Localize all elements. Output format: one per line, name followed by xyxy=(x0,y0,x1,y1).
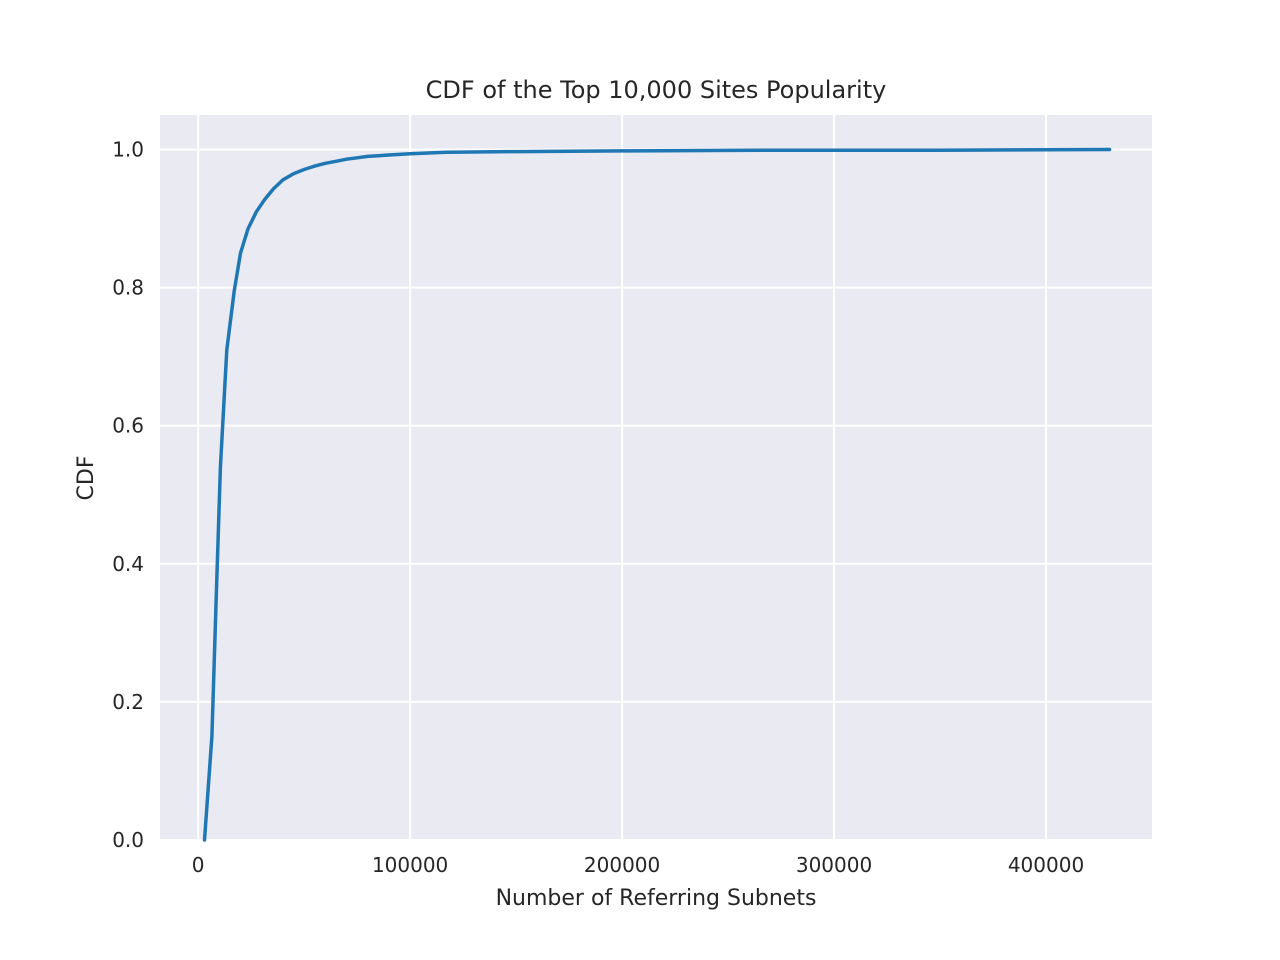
y-tick-label: 0.8 xyxy=(112,276,144,300)
chart-title: CDF of the Top 10,000 Sites Popularity xyxy=(426,76,887,104)
x-axis-label: Number of Referring Subnets xyxy=(496,886,817,911)
plot-area xyxy=(160,115,1152,840)
x-tick-label: 200000 xyxy=(584,853,660,877)
x-tick-label: 300000 xyxy=(796,853,872,877)
x-tick-label: 400000 xyxy=(1008,853,1084,877)
x-tick-label: 100000 xyxy=(372,853,448,877)
x-axis-ticks: 0 100000 200000 300000 400000 xyxy=(192,853,1084,877)
grid xyxy=(160,115,1152,841)
y-tick-label: 0.0 xyxy=(112,828,144,852)
y-tick-label: 0.2 xyxy=(112,690,144,714)
series-layer xyxy=(202,147,1112,842)
y-axis-ticks: 0.0 0.2 0.4 0.6 0.8 1.0 xyxy=(112,138,144,852)
y-axis-label: CDF xyxy=(74,456,99,501)
cdf-series-line xyxy=(202,147,1112,842)
y-tick-label: 0.4 xyxy=(112,552,144,576)
y-tick-label: 0.6 xyxy=(112,414,144,438)
y-tick-label: 1.0 xyxy=(112,138,144,162)
x-tick-label: 0 xyxy=(192,853,205,877)
